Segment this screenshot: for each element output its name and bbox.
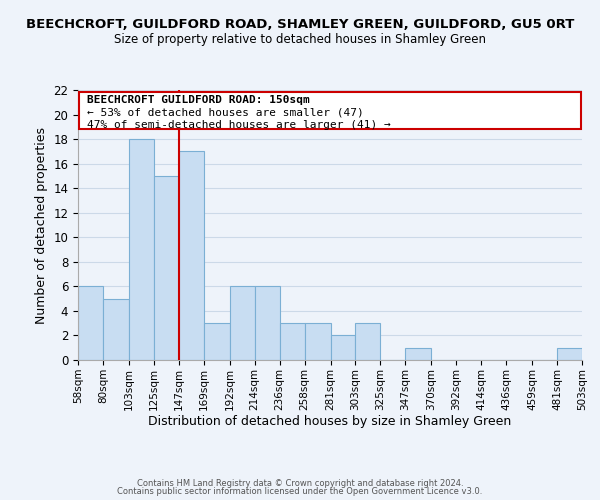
Bar (305, 323, 331, 360)
Text: 47% of semi-detached houses are larger (41) →: 47% of semi-detached houses are larger (… (87, 120, 391, 130)
Bar (204, 323, 230, 360)
Bar (78, 286, 103, 360)
Text: Contains HM Land Registry data © Crown copyright and database right 2024.: Contains HM Land Registry data © Crown c… (137, 478, 463, 488)
Bar (406, 348, 431, 360)
Bar (331, 336, 355, 360)
Bar (129, 139, 154, 360)
Bar (154, 176, 179, 360)
Bar (557, 348, 582, 360)
Y-axis label: Number of detached properties: Number of detached properties (35, 126, 48, 324)
Bar (254, 286, 280, 360)
Bar (280, 323, 305, 360)
Bar (179, 152, 204, 360)
Bar (355, 323, 380, 360)
Text: Contains public sector information licensed under the Open Government Licence v3: Contains public sector information licen… (118, 487, 482, 496)
Bar (230, 286, 254, 360)
Text: BEECHCROFT GUILDFORD ROAD: 150sqm: BEECHCROFT GUILDFORD ROAD: 150sqm (87, 95, 310, 105)
Text: BEECHCROFT, GUILDFORD ROAD, SHAMLEY GREEN, GUILDFORD, GU5 0RT: BEECHCROFT, GUILDFORD ROAD, SHAMLEY GREE… (26, 18, 574, 30)
X-axis label: Distribution of detached houses by size in Shamley Green: Distribution of detached houses by size … (148, 416, 512, 428)
Bar (103, 298, 129, 360)
Text: ← 53% of detached houses are smaller (47): ← 53% of detached houses are smaller (47… (87, 107, 364, 117)
Text: Size of property relative to detached houses in Shamley Green: Size of property relative to detached ho… (114, 32, 486, 46)
FancyBboxPatch shape (79, 92, 581, 128)
